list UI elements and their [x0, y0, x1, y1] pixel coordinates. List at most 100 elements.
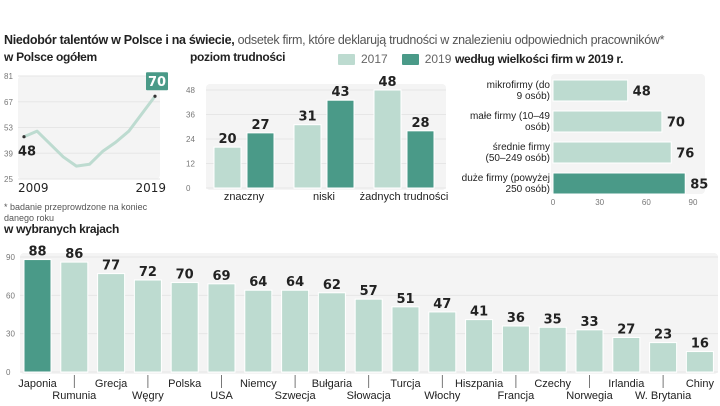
bar-value-label: 36 [507, 311, 525, 326]
country-label: Bułgaria [312, 378, 353, 390]
legend-swatch-2019 [401, 53, 419, 65]
y-tick-label: 12 [186, 160, 195, 169]
data-point-first [22, 135, 26, 139]
country-bar-chart: 0 30 60 90 88 Japonia 86 Rumunia 77 Grecja 72 Węgry… [6, 245, 718, 402]
bar-2019 [406, 130, 435, 189]
category-label: średnie firmy [493, 142, 550, 153]
bar-value-label: 48 [378, 75, 396, 90]
country-label: Norwegia [566, 390, 613, 402]
country-label: Włochy [424, 390, 461, 402]
country-label: Japonia [18, 378, 57, 390]
country-bar [133, 279, 162, 373]
hbar [552, 110, 663, 133]
bar-value-label: 47 [433, 297, 451, 312]
country-label: Węgry [132, 390, 164, 402]
y-tick-label: 67 [4, 98, 13, 107]
y-tick-label: 39 [4, 149, 13, 158]
category-label: 9 osób) [517, 91, 550, 102]
bar-value-label: 43 [331, 85, 349, 100]
y-tick-label: 25 [4, 175, 13, 184]
country-bar [465, 319, 494, 373]
category-label: osób) [525, 122, 550, 133]
y-tick-label: 90 [6, 253, 15, 262]
category-label: żadnych trudności [360, 191, 449, 203]
bar-2019 [326, 99, 355, 189]
country-label: Czechy [534, 378, 571, 390]
y-tick-label: 48 [186, 86, 195, 95]
country-label: Turcja [390, 378, 421, 390]
country-bar [575, 329, 604, 373]
data-point-last [153, 94, 157, 98]
x-tick-label: 30 [595, 198, 604, 207]
category-label: (50–249 osób) [486, 153, 551, 164]
y-tick-label: 36 [186, 111, 195, 120]
plot-panel [551, 74, 705, 194]
country-label: Francja [498, 390, 536, 402]
bar-value-label: 51 [396, 292, 414, 307]
country-bar [23, 259, 52, 373]
data-line [23, 95, 157, 168]
hbar-title: według wielkości firm w 2019 r. [455, 52, 624, 66]
bar-2017 [293, 124, 322, 189]
legend-label-2019: 2019 [424, 52, 452, 66]
country-chart-title: w wybranych krajach [4, 222, 120, 236]
country-bar [612, 337, 641, 373]
chart-title: Niedobór talentów w Polsce i na świecie,… [4, 33, 664, 47]
y-tick-label: 30 [6, 330, 15, 339]
country-label: Polska [168, 378, 202, 390]
hbar [552, 79, 629, 102]
data-badge-last [146, 72, 168, 91]
y-tick-label: 60 [6, 291, 15, 300]
bar-value-label: 48 [633, 85, 651, 100]
bar-value-label: 16 [691, 337, 709, 352]
category-label: niski [313, 191, 335, 203]
bar-2017 [213, 146, 242, 189]
x-tick-label: 60 [642, 198, 651, 207]
title-subtitle: odsetek firm, które deklarują trudności … [234, 33, 665, 47]
bar-value-label: 88 [28, 245, 46, 260]
line-chart: 25 39 53 67 81 48 70 2009 2019 [4, 72, 168, 195]
country-bar [428, 311, 457, 373]
bar-value-label: 72 [139, 265, 157, 280]
country-label: Rumunia [52, 390, 97, 402]
bar-value-label: 85 [690, 178, 708, 193]
category-label: duże firmy (powyżej [462, 173, 550, 184]
country-label: Irlandia [608, 378, 645, 390]
bar-value-label: 35 [544, 312, 562, 327]
hbar [552, 172, 686, 195]
grouped-bar-title: poziom trudności [190, 50, 286, 64]
country-label: Chiny [686, 378, 715, 390]
y-tick-label: 0 [186, 184, 191, 193]
hbar-chart: 48 mikrofirmy (do9 osób) 70 małe firmy (10–… [462, 74, 708, 207]
bar-value-label: 76 [676, 147, 694, 162]
y-tick-label: 0 [6, 368, 11, 377]
bar-value-label: 70 [176, 268, 194, 283]
x-tick-label: 0 [551, 198, 556, 207]
bar-value-label: 64 [249, 275, 267, 290]
country-bar [60, 261, 89, 373]
category-label: 250 osób) [506, 184, 550, 195]
title-bold: Niedobór talentów w Polsce i na świecie, [4, 33, 235, 47]
country-label: Niemcy [240, 378, 277, 390]
country-bar [207, 283, 236, 373]
country-bar [685, 351, 714, 373]
country-bar [244, 289, 273, 373]
x-tick-label: 2019 [135, 181, 166, 195]
country-bar [501, 325, 530, 373]
country-bar [354, 298, 383, 373]
bar-value-label: 57 [360, 284, 378, 299]
country-label: Grecja [95, 378, 128, 390]
country-label: Hiszpania [455, 378, 504, 390]
bar-value-label: 69 [212, 269, 230, 284]
bar-value-label: 41 [470, 305, 488, 320]
y-tick-label: 81 [4, 72, 13, 81]
bar-value-label: 86 [65, 247, 83, 262]
country-bar [538, 326, 567, 373]
country-bar [97, 273, 126, 373]
grouped-bar-chart: 0 12 24 36 48 20 27 znaczny 31 43 niski 48 28 żadnych… [186, 75, 449, 203]
legend-swatch-2017 [338, 53, 355, 65]
bar-value-label: 77 [102, 259, 120, 274]
bar-value-label: 27 [617, 323, 635, 338]
category-label: znaczny [224, 191, 265, 203]
data-label-last: 70 [148, 75, 166, 90]
